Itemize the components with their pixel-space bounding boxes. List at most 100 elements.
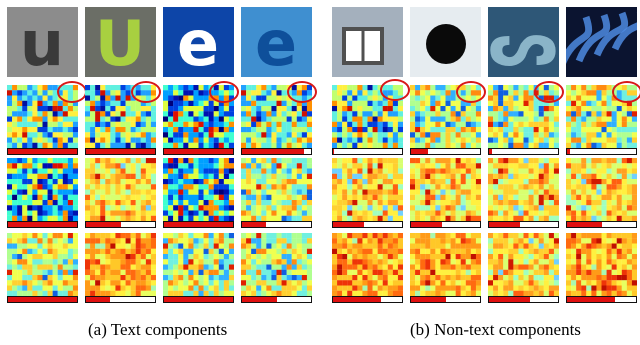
confidence-bar — [163, 221, 234, 228]
heatmap — [488, 158, 559, 221]
confidence-bar-fill — [333, 297, 381, 302]
heatmap — [332, 158, 403, 221]
confidence-bar — [7, 221, 78, 228]
heatmap-cell — [85, 233, 156, 303]
confidence-bar-fill — [242, 297, 277, 302]
heatmap-cell — [241, 158, 312, 228]
confidence-bar-fill — [242, 222, 266, 227]
heatmap — [410, 158, 481, 221]
patch-curved-stroke: ᔕ — [488, 7, 559, 77]
confidence-bar-fill — [164, 149, 233, 154]
heatmap — [566, 233, 637, 296]
heatmap — [7, 158, 78, 221]
highlight-circle — [131, 81, 161, 103]
patch-letter-u-green: U — [85, 7, 156, 77]
confidence-bar — [7, 296, 78, 303]
confidence-bar-fill — [242, 149, 304, 154]
patch-glyph: u — [20, 7, 64, 77]
confidence-bar — [566, 221, 637, 228]
confidence-bar-fill — [8, 222, 77, 227]
patch-glyph: e — [177, 7, 219, 77]
highlight-circle — [380, 79, 410, 101]
heatmap-cell — [566, 233, 637, 303]
highlight-circle — [612, 81, 640, 103]
confidence-bar — [332, 296, 403, 303]
heatmap — [488, 233, 559, 296]
heatmap-cell — [7, 233, 78, 303]
heatmap-cell — [488, 85, 559, 155]
patch-image: ᔕ — [488, 7, 559, 77]
patch-image — [332, 7, 403, 77]
patch-image — [566, 7, 637, 77]
confidence-bar — [566, 296, 637, 303]
heatmap — [566, 158, 637, 221]
confidence-bar-fill — [411, 149, 428, 154]
heatmap-cell — [163, 85, 234, 155]
confidence-bar — [410, 296, 481, 303]
confidence-bar-fill — [489, 297, 530, 302]
confidence-bar — [410, 148, 481, 155]
confidence-bar-fill — [567, 222, 602, 227]
heatmap — [332, 233, 403, 296]
heatmap — [241, 233, 312, 296]
heatmap-cell — [488, 233, 559, 303]
confidence-bar-fill — [411, 222, 442, 227]
heatmap-cell — [332, 158, 403, 228]
heatmap — [241, 158, 312, 221]
patch-image: e — [163, 7, 234, 77]
confidence-bar-fill — [489, 149, 492, 154]
patch-image: e — [241, 7, 312, 77]
confidence-bar — [7, 148, 78, 155]
patch-black-disc — [410, 7, 481, 77]
heatmap-cell — [241, 85, 312, 155]
heatmap-cell — [241, 233, 312, 303]
patch-swan-graphic — [566, 7, 637, 77]
confidence-bar-fill — [8, 297, 77, 302]
confidence-bar — [241, 296, 312, 303]
confidence-bar — [241, 148, 312, 155]
patch-image: u — [7, 7, 78, 77]
patch-glyph: ᔕ — [488, 7, 558, 77]
confidence-bar — [85, 296, 156, 303]
confidence-bar — [332, 221, 403, 228]
confidence-bar — [85, 148, 156, 155]
confidence-bar — [410, 221, 481, 228]
patch-building-window — [332, 7, 403, 77]
caption-non-text-components: (b) Non-text components — [410, 320, 581, 340]
heatmap-cell — [332, 85, 403, 155]
heatmap — [7, 233, 78, 296]
highlight-circle — [57, 81, 87, 103]
patch-image: U — [85, 7, 156, 77]
heatmap-cell — [488, 158, 559, 228]
confidence-bar-fill — [86, 222, 121, 227]
patch-glyph: U — [95, 7, 145, 77]
confidence-bar-fill — [333, 149, 334, 154]
confidence-bar — [332, 148, 403, 155]
heatmap-cell — [332, 233, 403, 303]
heatmap-cell — [566, 85, 637, 155]
heatmap-cell — [7, 158, 78, 228]
patch-letter-e-blue: e — [163, 7, 234, 77]
patch-image — [410, 7, 481, 77]
confidence-bar — [85, 221, 156, 228]
heatmap-cell — [410, 85, 481, 155]
caption-text-components: (a) Text components — [88, 320, 227, 340]
heatmap — [410, 233, 481, 296]
heatmap-cell — [410, 158, 481, 228]
heatmap-cell — [7, 85, 78, 155]
confidence-bar-fill — [567, 297, 615, 302]
patch-letter-e-light: e — [241, 7, 312, 77]
confidence-bar-fill — [411, 297, 446, 302]
confidence-bar-fill — [567, 149, 570, 154]
heatmap — [85, 158, 156, 221]
highlight-circle — [456, 81, 486, 103]
confidence-bar-fill — [164, 297, 233, 302]
confidence-bar-fill — [489, 222, 520, 227]
highlight-circle — [287, 81, 317, 103]
patch-glyph: e — [255, 7, 297, 77]
patch-letter-u-dark: u — [7, 7, 78, 77]
heatmap-cell — [163, 233, 234, 303]
highlight-circle — [209, 81, 239, 103]
heatmap — [163, 233, 234, 296]
heatmap-cell — [85, 85, 156, 155]
